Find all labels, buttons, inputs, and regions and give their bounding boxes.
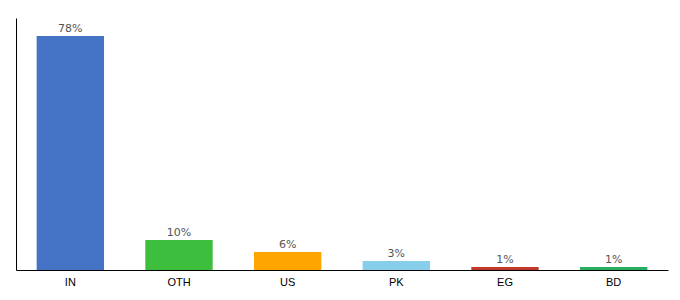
x-tick: US: [280, 276, 295, 288]
bars: [37, 36, 648, 270]
x-tick: EG: [497, 276, 513, 288]
bar: [471, 267, 538, 270]
x-axis-line: [17, 270, 669, 271]
y-axis-line: [16, 19, 17, 271]
data-label: 3%: [388, 247, 405, 260]
chart-container: IN OTH US PK EG BD 78% 10% 6% 3% 1% 1%: [0, 0, 680, 300]
x-tick-label: US: [280, 276, 295, 288]
data-label: 1%: [605, 253, 622, 266]
y-axis: [16, 19, 17, 271]
x-tick-label: PK: [389, 276, 404, 288]
x-tick-label: BD: [606, 276, 621, 288]
data-label: 1%: [496, 253, 513, 266]
x-tick: IN: [65, 276, 76, 288]
x-tick-label: EG: [497, 276, 513, 288]
data-label: 6%: [279, 238, 296, 251]
x-tick: OTH: [167, 276, 190, 288]
plot-area: IN OTH US PK EG BD 78% 10% 6% 3% 1% 1%: [17, 19, 669, 289]
x-tick-label: IN: [65, 276, 76, 288]
x-tick: PK: [389, 276, 404, 288]
chart-svg: IN OTH US PK EG BD 78% 10% 6% 3% 1% 1%: [0, 0, 680, 300]
bar: [145, 240, 212, 270]
x-tick-label: OTH: [167, 276, 190, 288]
data-labels: 78% 10% 6% 3% 1% 1%: [58, 22, 622, 266]
bar: [37, 36, 104, 270]
data-label: 10%: [167, 226, 191, 239]
x-axis: IN OTH US PK EG BD: [17, 271, 669, 289]
bar: [363, 261, 430, 270]
x-tick: BD: [606, 276, 621, 288]
bar: [580, 267, 647, 270]
bar: [254, 252, 321, 270]
data-label: 78%: [58, 22, 82, 35]
